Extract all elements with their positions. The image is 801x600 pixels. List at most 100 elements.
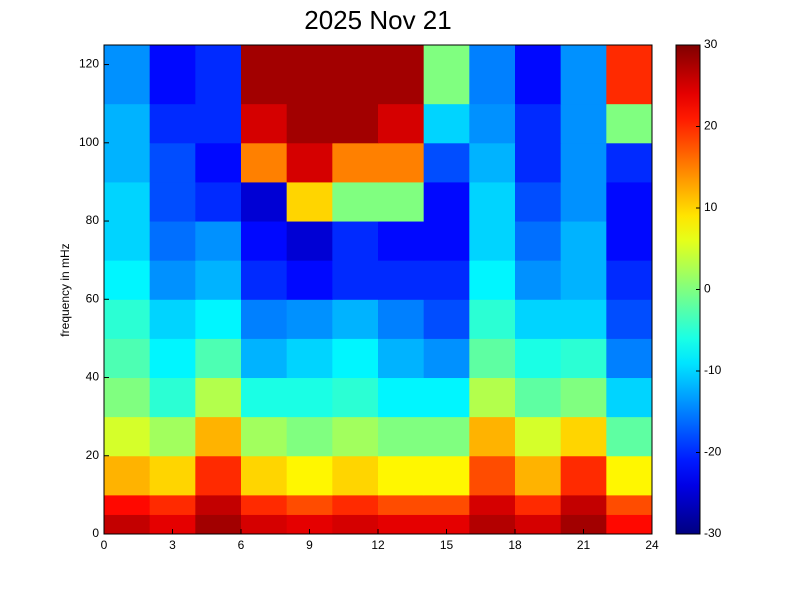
heatmap-cell [286, 181, 333, 222]
heatmap-cell [149, 181, 196, 222]
colorbar-tick-label: 30 [704, 37, 718, 51]
heatmap-cell [469, 299, 516, 339]
heatmap-cell [378, 494, 425, 515]
heatmap-cell [423, 338, 470, 379]
heatmap-cell [560, 416, 607, 457]
heatmap-cell [423, 181, 470, 222]
x-tick-label: 3 [169, 538, 176, 552]
heatmap-cell [149, 338, 196, 379]
heatmap-cell [104, 181, 151, 222]
y-tick-label: 80 [86, 213, 100, 227]
colorbar-tick-label: 0 [704, 282, 711, 296]
y-tick-label: 60 [86, 291, 100, 305]
heatmap-cell [515, 299, 562, 339]
heatmap-cell [423, 260, 470, 300]
heatmap-cell [241, 494, 288, 515]
heatmap-cell [560, 181, 607, 222]
heatmap-cell [469, 494, 516, 515]
heatmap-cell [606, 260, 653, 300]
x-tick-label: 6 [238, 538, 245, 552]
heatmap-cell [560, 338, 607, 379]
heatmap-cell [195, 181, 242, 222]
heatmap-cell [515, 221, 562, 261]
heatmap-cell [515, 455, 562, 496]
heatmap-cell [469, 45, 516, 105]
heatmap-cell [332, 514, 379, 535]
heatmap-cell [606, 181, 653, 222]
heatmap-cell [195, 455, 242, 496]
heatmap-cell [195, 494, 242, 515]
heatmap-cell [149, 45, 196, 105]
heatmap-cell [560, 142, 607, 183]
heatmap-cell [241, 260, 288, 300]
heatmap-cell [286, 299, 333, 339]
heatmap-cell [332, 299, 379, 339]
heatmap-cell [241, 377, 288, 418]
heatmap-cell [378, 45, 425, 105]
heatmap-cell [423, 455, 470, 496]
heatmap-cell [423, 514, 470, 535]
y-tick-label: 20 [86, 448, 100, 462]
heatmap-cell [560, 260, 607, 300]
y-tick-label: 0 [92, 526, 99, 540]
heatmap-cell [469, 181, 516, 222]
heatmap-cell [241, 181, 288, 222]
heatmap-cell [515, 260, 562, 300]
heatmap-cell [423, 103, 470, 144]
heatmap-cell [149, 416, 196, 457]
heatmap-cell [149, 142, 196, 183]
heatmap-cell [560, 221, 607, 261]
heatmap-cell [286, 221, 333, 261]
heatmap-cell [104, 338, 151, 379]
heatmap-cell [515, 338, 562, 379]
heatmap-cell [378, 221, 425, 261]
heatmap-cell [378, 181, 425, 222]
heatmap-cell [469, 455, 516, 496]
heatmap-cell [378, 338, 425, 379]
heatmap-cell [423, 377, 470, 418]
colorbar: -30 -20 -10 0 10 20 30 [675, 37, 722, 540]
heatmap-cell [606, 45, 653, 105]
heatmap-cell [286, 142, 333, 183]
heatmap-cell [332, 142, 379, 183]
heatmap-cell [378, 103, 425, 144]
heatmap-cell [606, 338, 653, 379]
heatmap-cell [195, 142, 242, 183]
y-tick-label: 100 [79, 135, 99, 149]
heatmap-cell [332, 494, 379, 515]
heatmap-cell [149, 221, 196, 261]
heatmap-cell [332, 416, 379, 457]
heatmap-cell [104, 455, 151, 496]
y-axis-label: frequency in mHz [58, 243, 72, 336]
heatmap-cell [469, 221, 516, 261]
heatmap-cell [469, 416, 516, 457]
x-tick-label: 0 [101, 538, 108, 552]
heatmap-cell [286, 260, 333, 300]
heatmap-cell [332, 45, 379, 105]
heatmap-cell [423, 416, 470, 457]
heatmap-cell [241, 455, 288, 496]
heatmap-cell [286, 338, 333, 379]
heatmap-cell [195, 299, 242, 339]
heatmap-cell [149, 455, 196, 496]
heatmap-cell [195, 103, 242, 144]
heatmap-cell [469, 142, 516, 183]
heatmap-cell [515, 514, 562, 535]
heatmap-cell [423, 299, 470, 339]
heatmap-cell [606, 514, 653, 535]
heatmap-cell [423, 494, 470, 515]
heatmap-cell [286, 416, 333, 457]
heatmap-cell [149, 260, 196, 300]
chart-title: 2025 Nov 21 [304, 5, 451, 35]
y-tick-label: 40 [86, 370, 100, 384]
heatmap-cell [241, 45, 288, 105]
heatmap-cell [104, 416, 151, 457]
heatmap-cell [378, 260, 425, 300]
heatmap-cell [104, 103, 151, 144]
heatmap-cell [241, 338, 288, 379]
heatmap-cell [423, 142, 470, 183]
heatmap-cell [378, 416, 425, 457]
heatmap-cell [515, 181, 562, 222]
heatmap-cell [515, 142, 562, 183]
